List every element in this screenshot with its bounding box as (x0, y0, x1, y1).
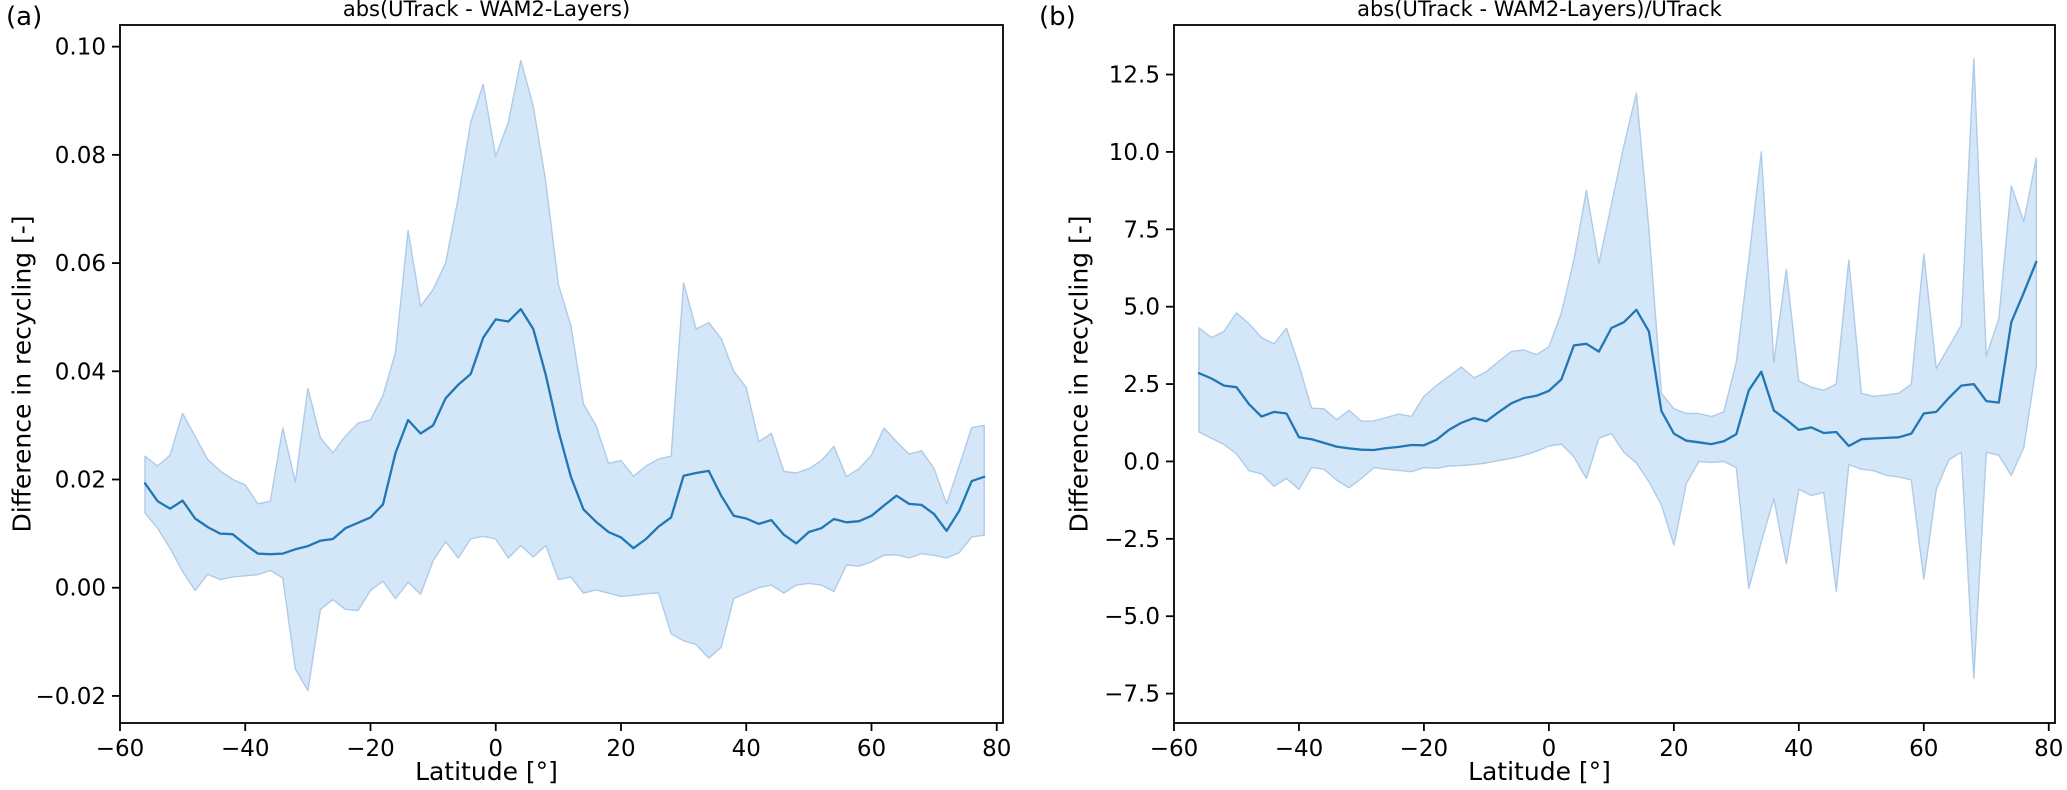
axes-frame (1173, 24, 2056, 724)
plot-a-y-axis-label: Difference in recycling [-] (7, 215, 37, 533)
plot-b-y-axis-label: Difference in recycling [-] (1064, 215, 1094, 533)
panel-b-label: (b) (1039, 2, 1076, 32)
y-tick-label: 0.08 (55, 143, 106, 169)
x-tick-label: −60 (1150, 736, 1199, 762)
x-tick-label: 80 (982, 736, 1011, 762)
x-tick-label: −40 (221, 736, 270, 762)
plot-a-x-axis-label: Latitude [°] (415, 757, 558, 786)
x-tick-label: −20 (1400, 736, 1449, 762)
x-tick-label: 20 (606, 736, 635, 762)
x-tick-label: 40 (732, 736, 761, 762)
y-tick-label: 5.0 (1123, 295, 1160, 321)
y-tick-label: 12.5 (1109, 63, 1160, 89)
x-tick-label: 20 (1659, 736, 1688, 762)
y-tick-label: 0.02 (55, 468, 106, 494)
y-tick-label: 0.06 (55, 251, 106, 277)
panel-b: −60 −40 −20 0 20 40 60 80 12.5 10.0 7.5 5.0 2.5 0.0 −2… (1033, 0, 2067, 790)
x-tick-label: 0 (1542, 736, 1557, 762)
x-tick-label: 80 (2034, 736, 2063, 762)
y-tick-label: −0.02 (36, 684, 106, 710)
y-tick-label: 0.10 (55, 35, 106, 61)
plot-a-svg: −60 −40 −20 0 20 40 60 80 0.10 0.08 0.06 0.04 0.02 0.… (36, 24, 1011, 762)
x-tick-label: 0 (488, 736, 503, 762)
mean-line (143, 307, 986, 556)
plot-a-title: abs(UTrack - WAM2-Layers) (342, 0, 631, 21)
plot-b-x-axis-label: Latitude [°] (1468, 757, 1611, 786)
x-tick-label: 60 (1909, 736, 1938, 762)
y-tick-label: 2.5 (1123, 372, 1160, 398)
x-tick-label: −60 (96, 736, 145, 762)
uncertainty-band (144, 60, 985, 692)
panel-a: −60 −40 −20 0 20 40 60 80 0.10 0.08 0.06 0.04 0.02 0.… (0, 0, 1033, 790)
y-tick-label: −5.0 (1104, 604, 1160, 630)
uncertainty-band (1198, 58, 2037, 679)
axes-frame (119, 24, 1004, 724)
y-tick-label: 7.5 (1123, 217, 1160, 243)
y-tick-label: 0.00 (55, 576, 106, 602)
panel-a-label: (a) (6, 2, 43, 32)
y-tick-label: 10.0 (1109, 140, 1160, 166)
x-tick-label: 40 (1784, 736, 1813, 762)
x-tick-label: 60 (857, 736, 886, 762)
plot-b-svg: −60 −40 −20 0 20 40 60 80 12.5 10.0 7.5 5.0 2.5 0.0 −2… (1104, 24, 2063, 762)
y-tick-label: −2.5 (1104, 527, 1160, 553)
y-tick-label: −7.5 (1104, 682, 1160, 708)
y-tick-label: 0.04 (55, 359, 106, 385)
plot-b-title: abs(UTrack - WAM2-Layers)/UTrack (1357, 0, 1722, 21)
x-tick-label: −40 (1275, 736, 1324, 762)
mean-line (1197, 260, 2038, 452)
x-tick-label: −20 (346, 736, 395, 762)
y-tick-label: 0.0 (1123, 449, 1160, 475)
